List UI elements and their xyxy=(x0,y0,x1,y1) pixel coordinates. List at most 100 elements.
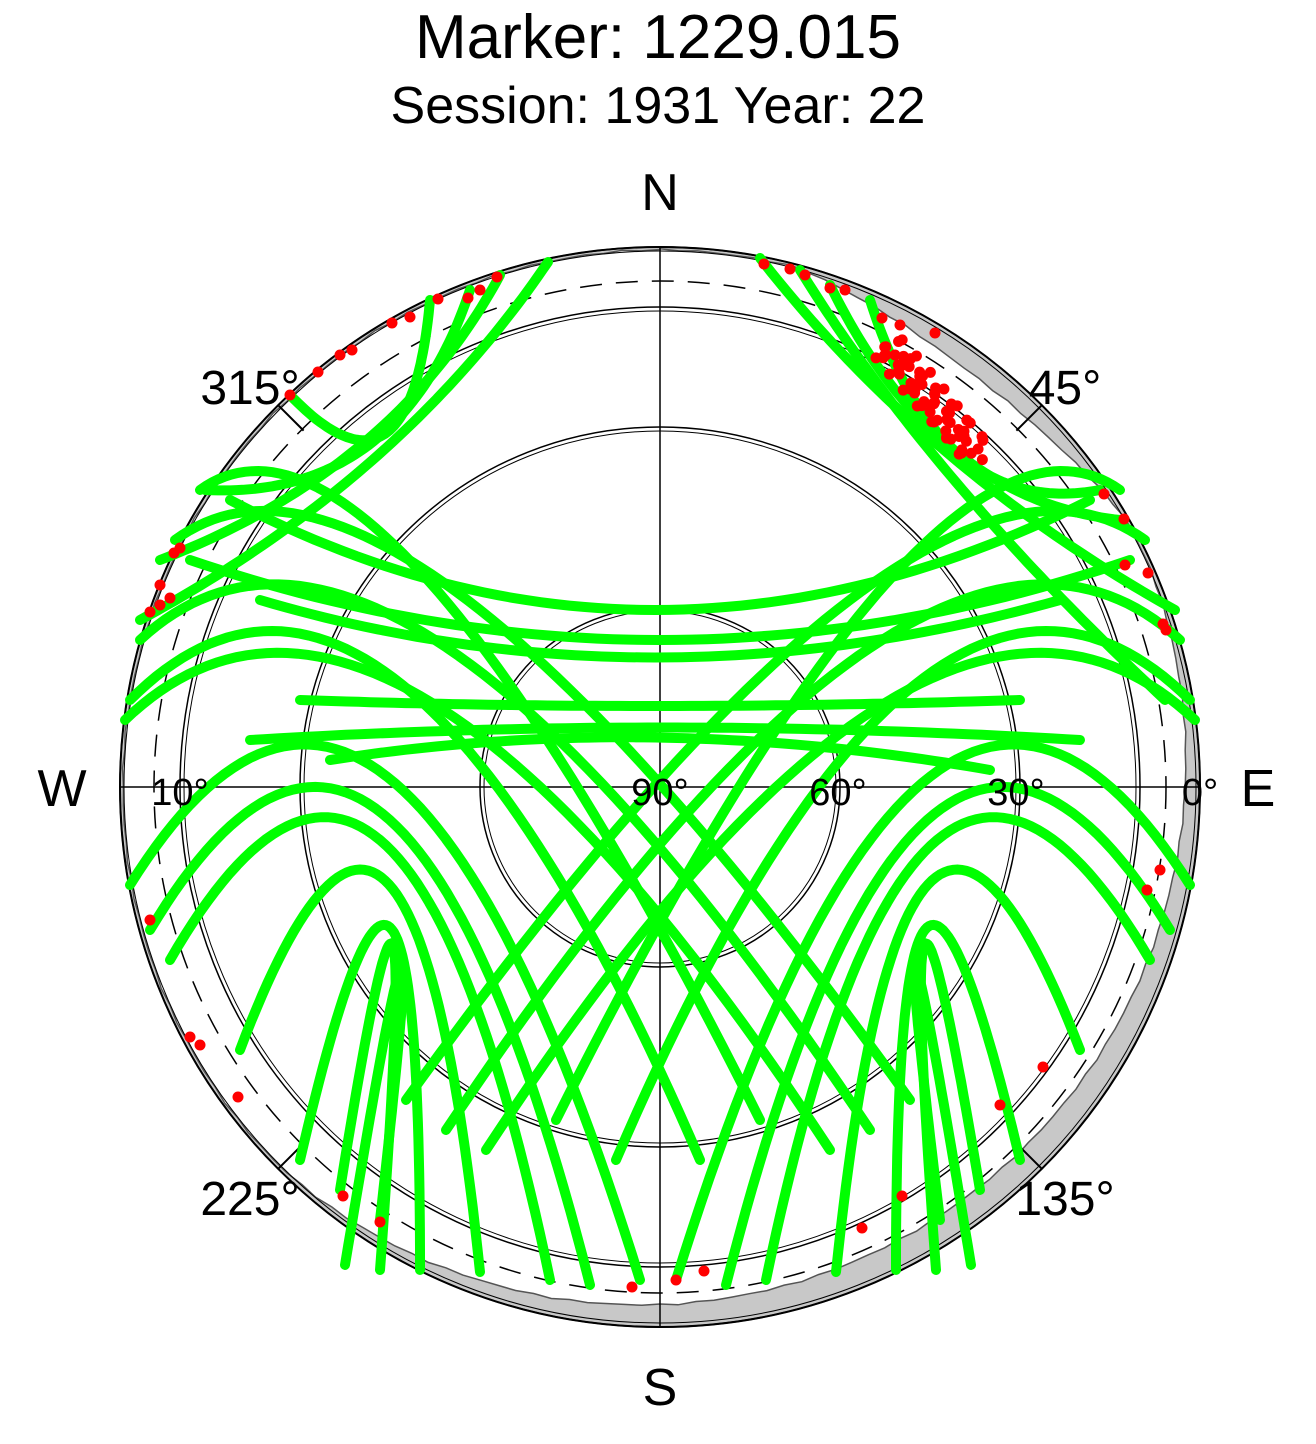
low-elevation-point xyxy=(965,447,977,459)
low-elevation-point xyxy=(334,349,346,361)
azimuth-tick-45 xyxy=(1015,404,1043,432)
elevation-label-90: 90° xyxy=(631,772,688,814)
low-elevation-point xyxy=(938,383,950,395)
low-elevation-point xyxy=(929,327,941,339)
satellite-track xyxy=(340,959,409,1270)
low-elevation-point xyxy=(880,341,892,353)
low-elevation-point xyxy=(374,1216,386,1228)
low-elevation-point xyxy=(312,366,324,378)
low-elevation-point xyxy=(931,414,943,426)
satellite-track xyxy=(135,579,875,1135)
low-elevation-point xyxy=(1119,559,1131,571)
satellite-track xyxy=(325,732,995,775)
low-elevation-point xyxy=(144,914,156,926)
satellite-track xyxy=(285,295,435,446)
low-elevation-point xyxy=(883,368,895,380)
low-elevation-point xyxy=(994,1099,1006,1111)
south-label: S xyxy=(643,1359,678,1417)
low-elevation-point xyxy=(958,430,970,442)
low-elevation-point xyxy=(154,579,166,591)
azimuth-tick-315 xyxy=(277,404,305,432)
low-elevation-point xyxy=(909,387,921,399)
elevation-label-60: 60° xyxy=(809,772,866,814)
low-elevation-point xyxy=(462,292,474,304)
elevation-label-10: 10° xyxy=(151,772,208,814)
low-elevation-point xyxy=(878,349,890,361)
low-elevation-point xyxy=(164,592,176,604)
low-elevation-point xyxy=(1157,618,1169,630)
low-elevation-point xyxy=(346,344,358,356)
low-elevation-point xyxy=(976,454,988,466)
low-elevation-point xyxy=(824,282,836,294)
low-elevation-point xyxy=(758,258,770,270)
low-elevation-point xyxy=(924,406,936,418)
low-elevation-point xyxy=(897,384,909,396)
east-label: E xyxy=(1241,760,1276,818)
low-elevation-point xyxy=(698,1265,710,1277)
azimuth-label-45: 45° xyxy=(1029,362,1102,415)
label-layer: N S W E 45° 135° 225° 315° 0° 10° 30° 60… xyxy=(37,164,1275,1417)
low-elevation-point xyxy=(154,599,166,611)
satellite-track xyxy=(225,495,1095,616)
low-elevation-point xyxy=(977,434,989,446)
satellite-track xyxy=(441,579,1185,1135)
low-elevation-point xyxy=(474,284,486,296)
azimuth-label-225: 225° xyxy=(200,1173,299,1226)
low-elevation-point xyxy=(284,389,296,401)
low-elevation-point xyxy=(905,377,917,389)
satellite-track xyxy=(831,864,1085,1277)
low-elevation-point xyxy=(1098,488,1110,500)
satellite-tracks-layer xyxy=(120,253,1200,1290)
low-elevation-point xyxy=(940,405,952,417)
satellite-track xyxy=(671,739,1195,1285)
chart-subtitle: Session: 1931 Year: 22 xyxy=(390,77,926,135)
low-elevation-point xyxy=(1154,864,1166,876)
low-elevation-point xyxy=(856,1222,868,1234)
low-elevation-point xyxy=(917,370,929,382)
horizon-circle xyxy=(119,246,1201,1328)
satellite-track xyxy=(909,959,976,1270)
low-elevation-point xyxy=(799,269,811,281)
low-elevation-point xyxy=(404,311,416,323)
low-elevation-point xyxy=(956,447,968,459)
satellite-track xyxy=(165,812,555,1285)
low-elevation-point xyxy=(918,396,930,408)
low-elevation-point xyxy=(942,414,954,426)
north-label: N xyxy=(641,164,679,222)
satellite-track xyxy=(145,781,595,1290)
low-elevation-point xyxy=(432,293,444,305)
low-elevation-point xyxy=(626,1281,638,1293)
low-elevation-point xyxy=(839,284,851,296)
low-elevation-point xyxy=(491,271,503,283)
elevation-label-0: 0° xyxy=(1182,772,1218,814)
satellite-track xyxy=(755,253,1180,615)
low-elevation-point xyxy=(1141,884,1153,896)
azimuth-label-315: 315° xyxy=(200,362,299,415)
satellite-track xyxy=(245,722,1085,745)
low-elevation-point xyxy=(945,433,957,445)
low-elevation-point xyxy=(386,317,398,329)
low-elevation-point xyxy=(893,336,905,348)
satellite-track xyxy=(200,285,475,496)
low-elevation-point xyxy=(929,388,941,400)
elevation-label-30: 30° xyxy=(987,772,1044,814)
low-elevation-point xyxy=(905,353,917,365)
satellite-track xyxy=(795,265,1170,705)
low-elevation-point xyxy=(194,1039,206,1051)
low-elevation-point xyxy=(1142,567,1154,579)
low-elevation-point xyxy=(670,1274,682,1286)
chart-title: Marker: 1229.015 xyxy=(415,3,901,72)
low-elevation-observations-layer xyxy=(144,258,1172,1293)
low-elevation-point xyxy=(1118,513,1130,525)
satellite-track xyxy=(185,555,1135,646)
satellite-track xyxy=(235,864,485,1277)
low-elevation-point xyxy=(168,547,180,559)
low-elevation-point xyxy=(894,319,906,331)
low-elevation-point xyxy=(1037,1061,1049,1073)
low-elevation-point xyxy=(184,1031,196,1043)
west-label: W xyxy=(37,760,86,818)
satellite-track xyxy=(891,919,1025,1275)
low-elevation-point xyxy=(892,359,904,371)
low-elevation-point xyxy=(951,400,963,412)
